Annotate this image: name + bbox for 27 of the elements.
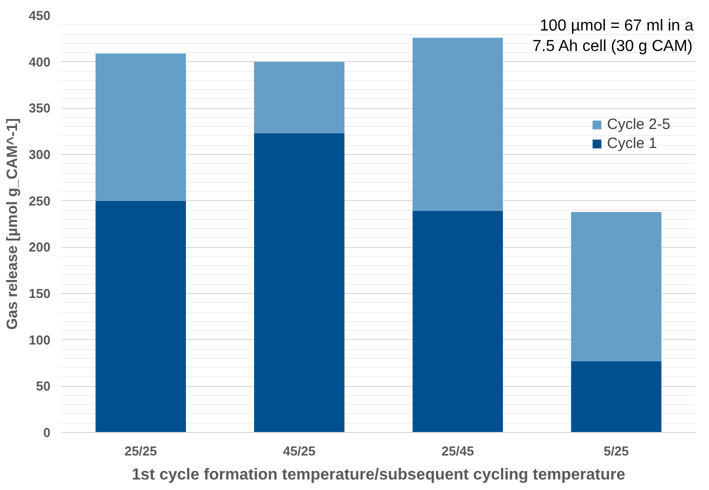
x-tick-label: 25/45 xyxy=(441,444,474,458)
y-tick-label: 450 xyxy=(28,8,51,23)
x-axis-title: 1st cycle formation temperature/subsequent cycling temperature xyxy=(132,466,626,484)
bar xyxy=(571,212,662,362)
legend-label: Cycle 2-5 xyxy=(607,116,670,133)
bar xyxy=(96,53,186,201)
y-axis-title: Gas release [µmol g_CAM^-1] xyxy=(4,118,21,330)
y-tick-label: 0 xyxy=(43,425,51,440)
y-tick-label: 400 xyxy=(28,54,51,70)
y-tick-label: 300 xyxy=(28,147,51,162)
bar xyxy=(96,200,186,432)
y-tick-label: 100 xyxy=(28,332,51,348)
annotation: 100 µmol = 67 ml in a 7.5 Ah cell (30 g CAM) xyxy=(532,18,694,55)
bar xyxy=(254,62,344,134)
x-tick-label: 25/25 xyxy=(124,444,158,458)
y-tick-label: 200 xyxy=(28,240,51,255)
bar xyxy=(571,361,662,432)
x-tick-label: 45/25 xyxy=(282,444,316,458)
y-tick-label: 250 xyxy=(28,193,51,208)
legend-label: Cycle 1 xyxy=(607,135,658,152)
x-tick-label: 5/25 xyxy=(604,444,629,458)
bar xyxy=(412,211,503,432)
y-tick-label: 150 xyxy=(28,286,51,301)
y-tick-label: 350 xyxy=(28,100,51,116)
bar xyxy=(412,38,503,212)
bar xyxy=(254,133,344,432)
y-tick-label: 50 xyxy=(36,378,51,394)
